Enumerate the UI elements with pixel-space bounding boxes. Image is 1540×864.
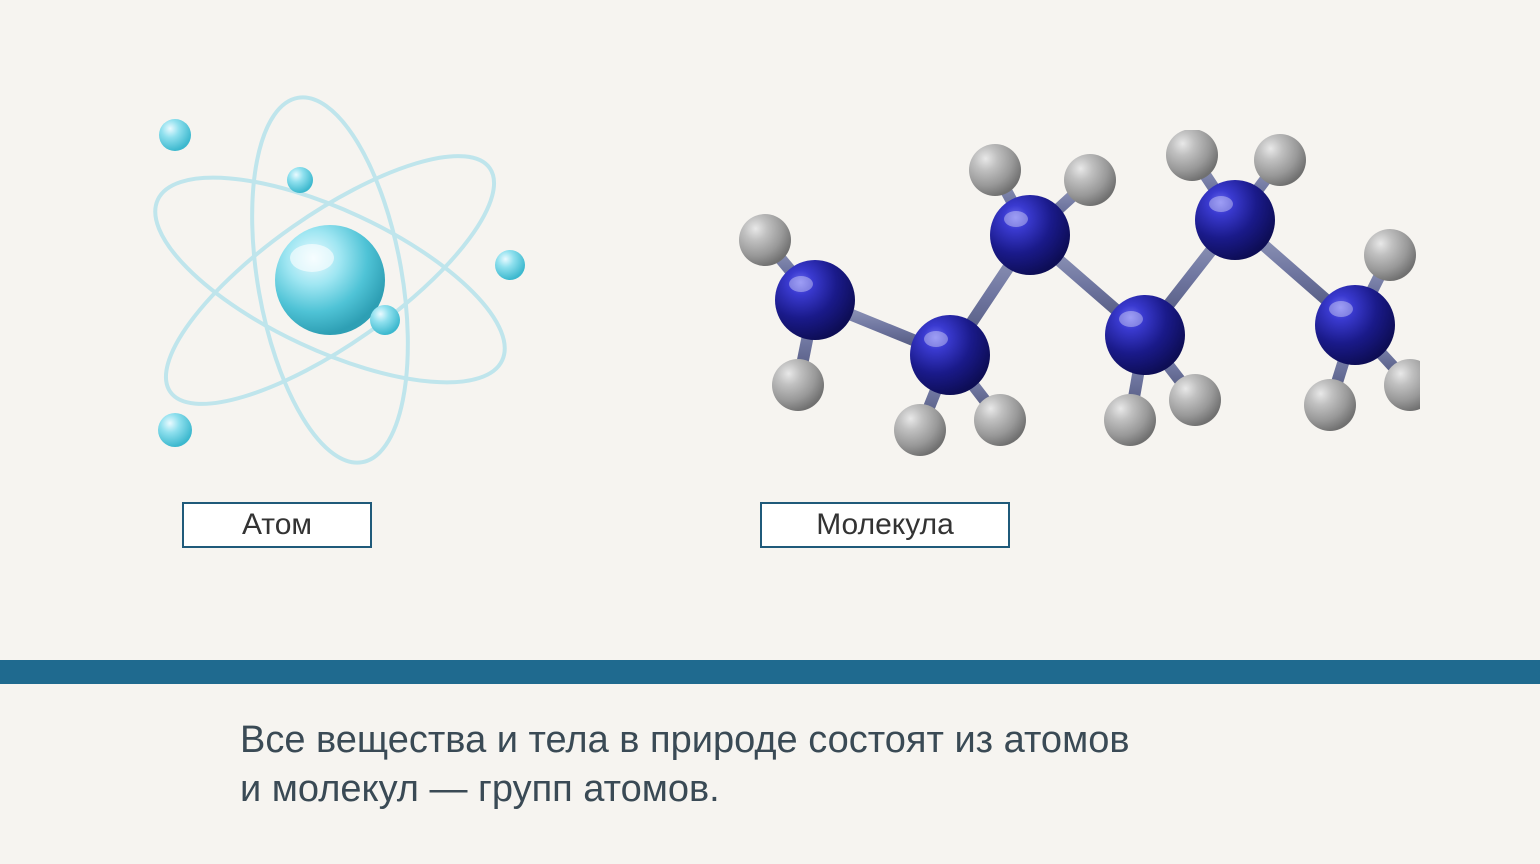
atom-nucleus (275, 225, 385, 335)
atom-diagram (90, 70, 570, 490)
slide: Атом Молекула Все вещества и тела в прир… (0, 0, 1540, 864)
molecule-label-box: Молекула (760, 502, 1010, 548)
atom-label-box: Атом (182, 502, 372, 548)
molecule-label-text: Молекула (816, 508, 954, 541)
molecule-diagram (720, 130, 1420, 490)
caption-line-2: и молекул — групп атомов. (240, 768, 720, 810)
caption-line-1: Все вещества и тела в природе состоят из… (240, 719, 1130, 761)
caption: Все вещества и тела в природе состоят из… (240, 716, 1420, 815)
atom-label-text: Атом (242, 508, 312, 541)
divider-bar (0, 660, 1540, 684)
